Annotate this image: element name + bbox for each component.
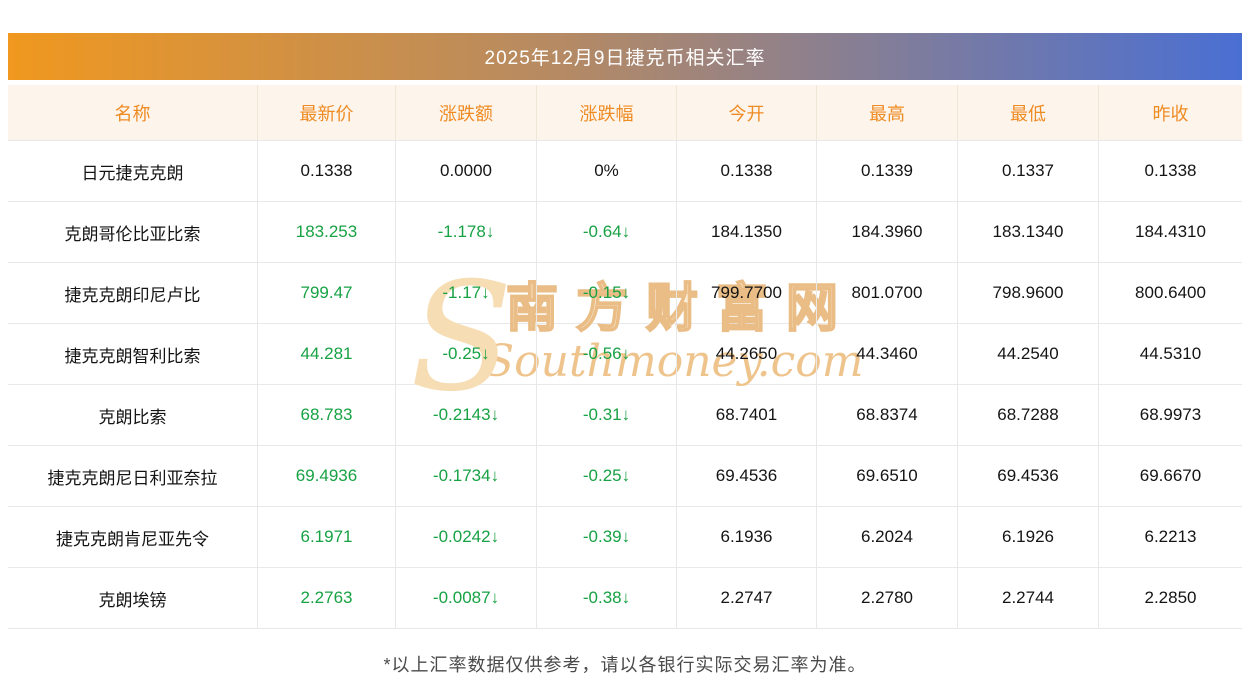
cell-name: 捷克克朗智利比索 (8, 324, 258, 384)
cell-change: -0.0242↓ (396, 507, 537, 567)
cell-prev: 0.1338 (1144, 161, 1197, 180)
cell-high: 801.0700 (817, 263, 958, 323)
table-row: 克朗哥伦比亚比索 183.253 -1.178↓ -0.64↓ 184.1350 184.… (8, 202, 1242, 263)
cell-prev: 6.2213 (1144, 527, 1197, 546)
cell-high: 6.2024 (817, 507, 958, 567)
cell-open: 0.1338 (677, 141, 817, 201)
cell-latest: 0.1338 (258, 141, 396, 201)
cell-open: 2.2747 (677, 568, 817, 628)
cell-latest: 69.4936 (258, 446, 396, 506)
table-body: 日元捷克克朗 0.1338 0.0000 0% 0.1338 0.1339 0.1337 0.… (8, 141, 1242, 629)
cell-name: 克朗埃镑 (8, 568, 258, 628)
column-header-open: 今开 (677, 85, 817, 140)
table-row: 日元捷克克朗 0.1338 0.0000 0% 0.1338 0.1339 0.1337 0.… (8, 141, 1242, 202)
table-header-row: 名称 最新价 涨跌额 涨跌幅 今开 最高 最低 昨收 (8, 85, 1242, 141)
table-row: 捷克克朗肯尼亚先令 6.1971 -0.0242↓ -0.39↓ 6.1936 6.202… (8, 507, 1242, 568)
cell-change: -0.2143↓ (396, 385, 537, 445)
cell-name: 捷克克朗尼日利亚奈拉 (8, 446, 258, 506)
cell-prev: 2.2850 (1144, 588, 1197, 607)
cell-high: 2.2780 (817, 568, 958, 628)
cell-open: 6.1936 (677, 507, 817, 567)
cell-open: 68.7401 (677, 385, 817, 445)
cell-high: 69.6510 (817, 446, 958, 506)
cell-name: 日元捷克克朗 (8, 141, 258, 201)
column-header-latest: 最新价 (258, 85, 396, 140)
footer-note: *以上汇率数据仅供参考，请以各银行实际交易汇率为准。 (383, 655, 867, 675)
cell-pct: -0.15↓ (537, 263, 677, 323)
rates-table: S 南方财富网 Southmoney.com 名称 最新价 涨跌额 涨跌幅 今开… (8, 85, 1242, 629)
cell-low: 2.2744 (958, 568, 1099, 628)
cell-pct: -0.31↓ (537, 385, 677, 445)
table-row: 捷克克朗尼日利亚奈拉 69.4936 -0.1734↓ -0.25↓ 69.4536 69… (8, 446, 1242, 507)
cell-low: 68.7288 (958, 385, 1099, 445)
cell-pct: -0.38↓ (537, 568, 677, 628)
cell-low: 44.2540 (958, 324, 1099, 384)
column-header-name: 名称 (8, 85, 258, 140)
page-title: 2025年12月9日捷克币相关汇率 (484, 48, 766, 69)
column-header-high: 最高 (817, 85, 958, 140)
cell-change: -0.1734↓ (396, 446, 537, 506)
cell-low: 0.1337 (958, 141, 1099, 201)
table-row: 克朗比索 68.783 -0.2143↓ -0.31↓ 68.7401 68.8374 68… (8, 385, 1242, 446)
cell-change: -1.17↓ (396, 263, 537, 323)
cell-open: 184.1350 (677, 202, 817, 262)
table-row: 克朗埃镑 2.2763 -0.0087↓ -0.38↓ 2.2747 2.2780 2.27… (8, 568, 1242, 629)
cell-pct: -0.56↓ (537, 324, 677, 384)
cell-high: 184.3960 (817, 202, 958, 262)
cell-open: 799.7700 (677, 263, 817, 323)
cell-pct: -0.25↓ (537, 446, 677, 506)
cell-name: 捷克克朗肯尼亚先令 (8, 507, 258, 567)
cell-pct: 0% (537, 141, 677, 201)
cell-name: 捷克克朗印尼卢比 (8, 263, 258, 323)
cell-open: 69.4536 (677, 446, 817, 506)
cell-latest: 68.783 (258, 385, 396, 445)
cell-pct: -0.64↓ (537, 202, 677, 262)
cell-change: -0.25↓ (396, 324, 537, 384)
cell-open: 44.2650 (677, 324, 817, 384)
cell-low: 183.1340 (958, 202, 1099, 262)
cell-prev: 44.5310 (1139, 344, 1202, 363)
cell-high: 68.8374 (817, 385, 958, 445)
cell-high: 44.3460 (817, 324, 958, 384)
cell-latest: 183.253 (258, 202, 396, 262)
cell-prev: 69.6670 (1139, 466, 1202, 485)
cell-change: 0.0000 (396, 141, 537, 201)
cell-latest: 2.2763 (258, 568, 396, 628)
cell-prev: 68.9973 (1139, 405, 1202, 424)
cell-prev: 184.4310 (1135, 222, 1206, 241)
cell-change: -0.0087↓ (396, 568, 537, 628)
cell-pct: -0.39↓ (537, 507, 677, 567)
cell-name: 克朗哥伦比亚比索 (8, 202, 258, 262)
cell-low: 798.9600 (958, 263, 1099, 323)
cell-latest: 44.281 (258, 324, 396, 384)
cell-latest: 6.1971 (258, 507, 396, 567)
column-header-prev: 昨收 (1152, 103, 1189, 124)
cell-low: 69.4536 (958, 446, 1099, 506)
cell-latest: 799.47 (258, 263, 396, 323)
table-row: 捷克克朗智利比索 44.281 -0.25↓ -0.56↓ 44.2650 44.3460… (8, 324, 1242, 385)
cell-high: 0.1339 (817, 141, 958, 201)
page: 2025年12月9日捷克币相关汇率 S 南方财富网 Southmoney.com… (8, 33, 1242, 675)
cell-change: -1.178↓ (396, 202, 537, 262)
title-bar: 2025年12月9日捷克币相关汇率 (8, 33, 1242, 80)
cell-name: 克朗比索 (8, 385, 258, 445)
table-row: 捷克克朗印尼卢比 799.47 -1.17↓ -0.15↓ 799.7700 801.07… (8, 263, 1242, 324)
column-header-change: 涨跌额 (396, 85, 537, 140)
cell-prev: 800.6400 (1135, 283, 1206, 302)
column-header-pct: 涨跌幅 (537, 85, 677, 140)
column-header-low: 最低 (958, 85, 1099, 140)
cell-low: 6.1926 (958, 507, 1099, 567)
